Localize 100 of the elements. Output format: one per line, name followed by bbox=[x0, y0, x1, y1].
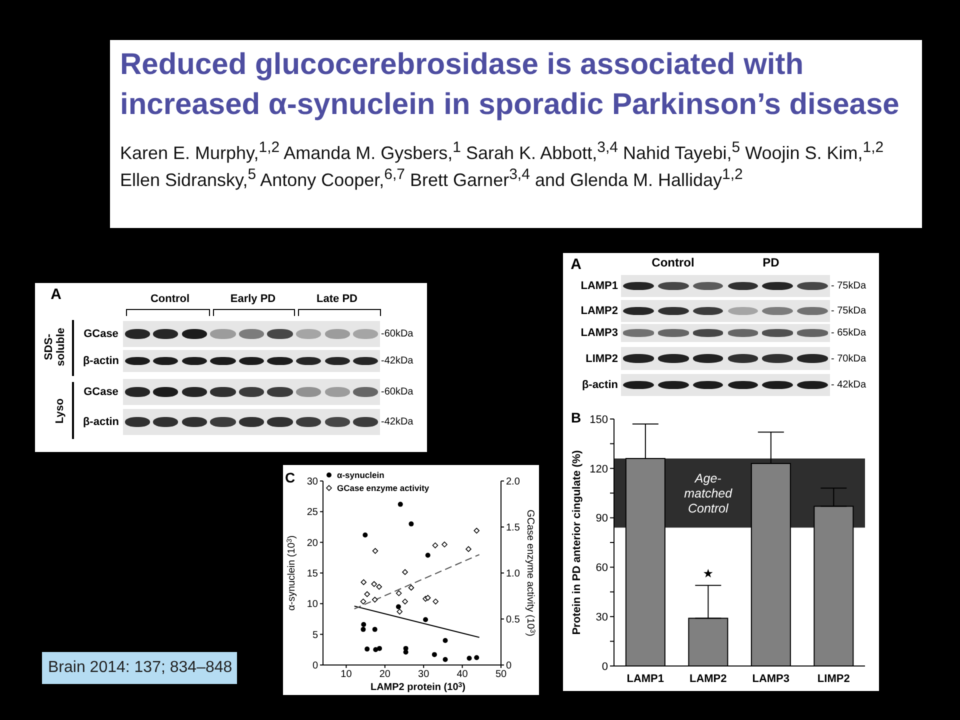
x-tick-label: 30 bbox=[418, 669, 430, 680]
y-tick-label: 30 bbox=[306, 476, 318, 488]
x-tick-label: 50 bbox=[495, 669, 507, 680]
text: Control bbox=[150, 292, 190, 305]
text: LAMP2 bbox=[580, 304, 618, 317]
text: β-actin bbox=[82, 416, 120, 428]
text: LIMP2 bbox=[586, 352, 618, 365]
point bbox=[425, 552, 430, 558]
text: -60kDa bbox=[381, 386, 414, 398]
text: β-actin bbox=[582, 378, 618, 391]
point bbox=[360, 579, 367, 586]
point bbox=[372, 626, 378, 632]
point bbox=[364, 591, 370, 598]
point bbox=[376, 646, 382, 651]
point bbox=[474, 528, 480, 534]
text: Late PD bbox=[316, 292, 358, 305]
x-tick-label: 10 bbox=[340, 669, 352, 680]
y2-tick-label: 1.0 bbox=[506, 568, 520, 580]
y2-tick-label: 2.0 bbox=[506, 476, 520, 488]
text: PD bbox=[762, 255, 780, 270]
point bbox=[432, 542, 438, 548]
text: A bbox=[50, 286, 62, 303]
point bbox=[408, 584, 414, 591]
point bbox=[361, 622, 366, 628]
point bbox=[362, 532, 368, 538]
point bbox=[466, 546, 472, 552]
point bbox=[396, 590, 402, 596]
point bbox=[402, 569, 408, 575]
annotation: ★ bbox=[702, 566, 714, 581]
y-tick-label: 20 bbox=[306, 538, 318, 549]
point bbox=[442, 542, 448, 548]
point bbox=[376, 584, 382, 590]
x-tick-label: LAMP3 bbox=[752, 672, 790, 685]
legend-label: α-synuclein bbox=[337, 470, 384, 480]
x-tick-label: LIMP2 bbox=[817, 672, 850, 685]
text: Control bbox=[652, 255, 694, 270]
point bbox=[474, 655, 480, 660]
point bbox=[396, 608, 403, 615]
x-tick-label: LAMP2 bbox=[689, 672, 727, 685]
x-axis-title: LAMP2 protein (10$^{3}$) bbox=[370, 682, 466, 693]
point bbox=[371, 581, 377, 587]
text: - 75kDa bbox=[831, 306, 866, 316]
y-tick-label: 0 bbox=[312, 660, 318, 672]
point bbox=[372, 596, 378, 603]
text: - 42kDa bbox=[831, 380, 866, 390]
text: GCase bbox=[84, 328, 118, 340]
legend-label: GCase enzyme activity bbox=[337, 482, 430, 492]
point bbox=[372, 548, 378, 554]
text: LAMP1 bbox=[580, 280, 618, 292]
point bbox=[398, 502, 403, 507]
text: -60kDa bbox=[381, 328, 414, 340]
chart-title: C bbox=[284, 469, 296, 486]
text: SDS-soluble bbox=[42, 328, 68, 366]
chart-title: B bbox=[570, 409, 582, 426]
x-tick-label: LAMP1 bbox=[626, 672, 664, 685]
text: -42kDa bbox=[381, 416, 414, 428]
y-tick-label: 25 bbox=[306, 507, 318, 518]
y2-tick-label: 1.5 bbox=[506, 522, 520, 534]
point bbox=[373, 647, 378, 652]
text: GCase bbox=[84, 386, 118, 398]
point bbox=[424, 594, 431, 601]
text: Reduced glucocerebrosidase is associated with increased α-synuclein in sporadic Parkinson’s disease bbox=[120, 48, 900, 121]
point bbox=[360, 626, 366, 632]
point bbox=[432, 652, 437, 658]
text: Early PD bbox=[230, 292, 276, 305]
point bbox=[442, 638, 448, 643]
text: - 70kDa bbox=[831, 354, 866, 364]
text: Brain 2014: 137; 834–848 bbox=[48, 659, 232, 676]
point bbox=[403, 650, 408, 655]
y-tick-label: 30 bbox=[596, 611, 608, 624]
x-tick-label: 20 bbox=[379, 669, 391, 680]
point bbox=[408, 521, 414, 526]
text: -42kDa bbox=[381, 356, 414, 366]
y-axis-title: Protein in PD anterior cingulate (%) bbox=[570, 450, 583, 635]
point bbox=[423, 617, 428, 622]
y-tick-label: 15 bbox=[306, 568, 318, 580]
text: β-actin bbox=[82, 354, 120, 367]
text: A bbox=[570, 256, 582, 273]
point bbox=[402, 598, 408, 604]
x-tick-label: 40 bbox=[456, 669, 468, 680]
text: - 65kDa bbox=[831, 328, 866, 338]
point bbox=[364, 646, 370, 652]
point bbox=[360, 598, 366, 604]
band-label: Age-matched Control bbox=[684, 471, 734, 516]
y-tick-label: 0 bbox=[602, 660, 608, 673]
y-tick-label: 5 bbox=[312, 630, 318, 641]
text: Lyso bbox=[54, 398, 66, 424]
y2-tick-label: 0 bbox=[506, 660, 512, 672]
y-tick-label: 150 bbox=[590, 414, 608, 426]
point bbox=[466, 656, 472, 661]
y2-tick-label: 0.5 bbox=[506, 614, 520, 626]
y-tick-label: 10 bbox=[306, 599, 318, 610]
point bbox=[432, 598, 439, 604]
point bbox=[396, 604, 401, 610]
y-tick-label: 120 bbox=[590, 463, 608, 476]
y-tick-label: 90 bbox=[596, 512, 608, 525]
y-tick-label: 60 bbox=[596, 562, 608, 574]
text: - 75kDa bbox=[831, 280, 866, 292]
text: Karen E. Murphy,$^{1,2}$ Amanda M. Gysbers,$^{1}$ Sarah K. Abbott,$^{3,4}$ Nahid Tayebi,$^{5}$ Woojin S. Kim,$^{1,2}$ Ellen Sidransky,$^{5}$ Antony Cooper,$^{6,7}$ Brett Garner$^{3,4}$ and Glenda M. Halliday$^{1,2}$ bbox=[120, 139, 884, 190]
point bbox=[442, 656, 448, 662]
